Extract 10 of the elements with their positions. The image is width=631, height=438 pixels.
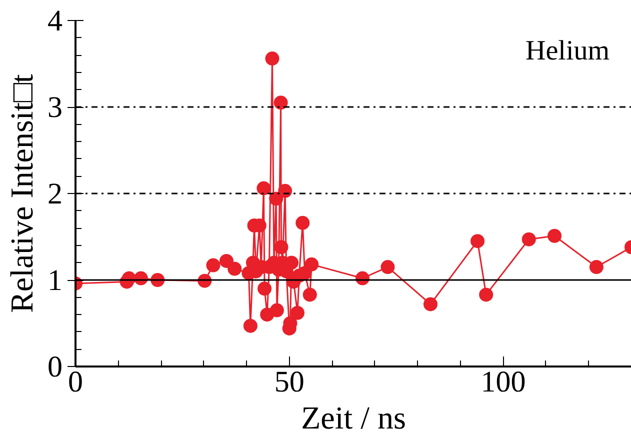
y-tick-label: 4 [48, 4, 62, 38]
x-axis-title: Zeit / ns [301, 400, 406, 436]
y-tick-label: 1 [48, 264, 62, 297]
y-tick-label: 3 [48, 91, 62, 124]
annotation: Helium [526, 36, 610, 66]
y-axis-title: Relative Intensit□t [4, 74, 40, 313]
x-tick-label: 0 [68, 366, 83, 398]
x-tick-label: 100 [480, 366, 526, 398]
x-tick-label: 50 [274, 366, 304, 398]
y-tick-label: 2 [48, 178, 62, 210]
